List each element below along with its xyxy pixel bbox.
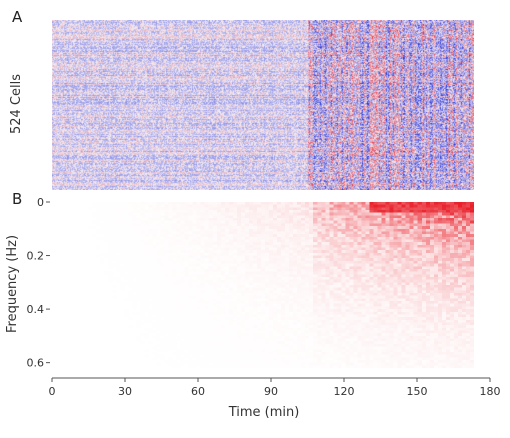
time-axis-label: Time (min) [228, 405, 300, 420]
frequency-tick-label: 0 [37, 196, 44, 209]
cell-activity-heatmap [52, 20, 474, 190]
frequency-tick-label: 0.2 [27, 250, 45, 263]
panel-b-letter: B [12, 190, 23, 208]
frequency-heatmap [52, 202, 474, 368]
time-tick-label: 120 [334, 385, 355, 398]
cell-heatmap-image [52, 20, 474, 190]
time-axis: 0 30 60 90 120 150 180 [49, 377, 501, 398]
frequency-heatmap-image [52, 202, 474, 368]
cells-axis-label: 524 Cells [9, 74, 24, 134]
time-tick-label: 90 [264, 385, 278, 398]
panel-a-letter: A [12, 8, 23, 26]
frequency-axis-label: Frequency (Hz) [5, 235, 20, 333]
frequency-tick-label: 0.4 [27, 303, 45, 316]
time-tick-label: 60 [191, 385, 205, 398]
frequency-axis: 0 0.2 0.4 0.6 [27, 196, 50, 370]
time-tick-label: 0 [49, 385, 56, 398]
time-tick-label: 180 [480, 385, 501, 398]
time-tick-label: 150 [407, 385, 428, 398]
time-tick-label: 30 [118, 385, 132, 398]
frequency-tick-label: 0.6 [27, 357, 45, 370]
